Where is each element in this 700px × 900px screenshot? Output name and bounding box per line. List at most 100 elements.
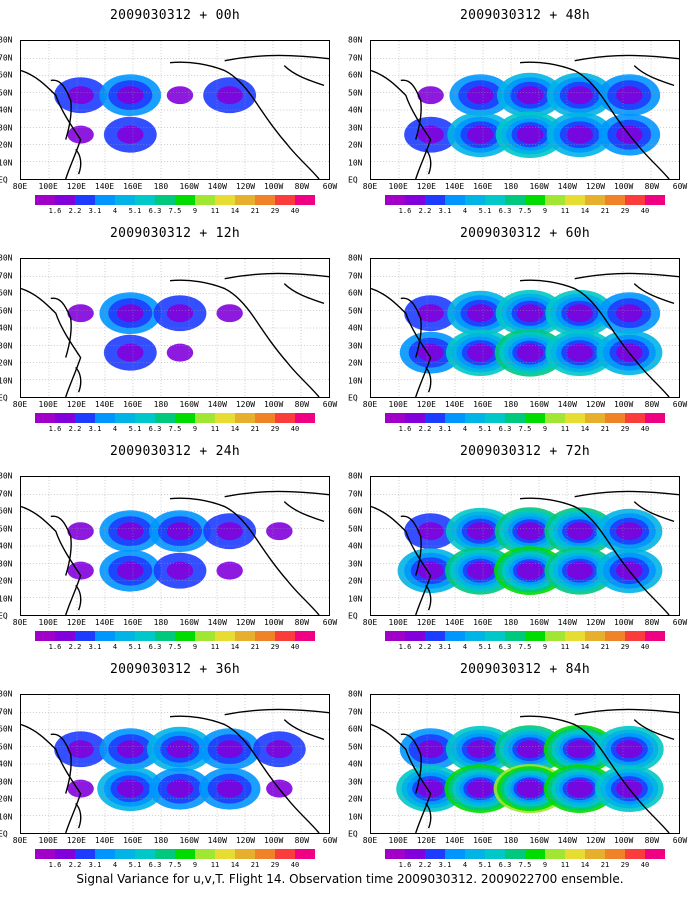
longitude-label: 100W bbox=[263, 182, 284, 191]
colorbar-label: 9 bbox=[192, 425, 198, 433]
longitude-labels: 80E 100E 120E 140E 160E 180 160W 140W 120W 100W 80… bbox=[363, 836, 687, 846]
latitude-label: 10N bbox=[348, 594, 363, 603]
colorbar-label: 29 bbox=[620, 643, 630, 651]
colorbar-label: 6.3 bbox=[498, 425, 512, 433]
colorbar-label: 4 bbox=[462, 207, 468, 215]
colorbar-labels: 1.6 2.2 3.1 4 5.1 6.3 7.5 9 11 14 21 29 40 bbox=[385, 861, 665, 870]
colorbar-labels: 1.6 2.2 3.1 4 5.1 6.3 7.5 9 11 14 21 29 40 bbox=[385, 425, 665, 434]
latitude-label: 60N bbox=[348, 70, 363, 80]
coastline bbox=[169, 279, 320, 397]
longitude-label: 140E bbox=[444, 182, 465, 191]
longitude-label: 100E bbox=[38, 182, 58, 191]
colorbar-label: 5.1 bbox=[478, 207, 492, 215]
colorbar-swatch bbox=[115, 849, 135, 859]
colorbar-label: 14 bbox=[230, 207, 240, 215]
latitude-label: 30N bbox=[348, 123, 363, 132]
longitude-label: 120W bbox=[235, 182, 256, 191]
panel-title: 2009030312 + 60h bbox=[459, 226, 591, 241]
panel-title: 2009030312 + 36h bbox=[109, 662, 241, 677]
colorbar-label: 3.1 bbox=[438, 207, 452, 215]
latitude-label: 40N bbox=[0, 323, 13, 333]
longitude-label: 120W bbox=[585, 618, 606, 627]
latitude-label: EQ bbox=[348, 611, 358, 621]
longitude-label: 80W bbox=[294, 182, 310, 191]
latitude-labels: 80N 70N 60N 50N 40N 30N 20N 10N EQ bbox=[348, 36, 370, 185]
colorbar-swatch bbox=[255, 413, 275, 423]
colorbar bbox=[385, 631, 665, 641]
longitude-label: 160E bbox=[123, 618, 143, 627]
colorbar-swatch bbox=[255, 849, 275, 859]
colorbar-label: 11 bbox=[210, 861, 220, 869]
panel-title: 2009030312 + 12h bbox=[109, 226, 241, 241]
colorbar-swatch bbox=[295, 631, 315, 641]
latitude-label: 10N bbox=[348, 376, 363, 385]
longitude-label: 60W bbox=[322, 836, 338, 845]
variance-contour bbox=[467, 779, 494, 798]
colorbar bbox=[385, 195, 665, 205]
latitude-label: 60N bbox=[348, 288, 363, 298]
latitude-label: 70N bbox=[0, 707, 13, 716]
colorbar-swatch bbox=[425, 849, 445, 859]
coastline bbox=[224, 490, 329, 498]
colorbar-swatch bbox=[175, 849, 195, 859]
variance-contour bbox=[216, 86, 243, 105]
longitude-label: 100W bbox=[613, 400, 634, 409]
colorbar-swatch bbox=[135, 849, 155, 859]
latitude-label: 20N bbox=[0, 140, 13, 150]
colorbar-swatch bbox=[385, 195, 405, 205]
variance-contour bbox=[67, 86, 94, 105]
colorbar-swatch bbox=[115, 631, 135, 641]
colorbar-swatch bbox=[645, 631, 665, 641]
coastline bbox=[283, 719, 325, 741]
longitude-label: 100E bbox=[388, 836, 408, 845]
colorbar-swatch bbox=[195, 413, 215, 423]
longitude-label: 100E bbox=[388, 182, 408, 191]
longitude-labels: 80E 100E 120E 140E 160E 180 160W 140W 120W 100W 80… bbox=[363, 400, 687, 410]
longitude-label: 100E bbox=[388, 400, 408, 409]
colorbar-label: 3.1 bbox=[88, 861, 102, 869]
longitude-label: 120E bbox=[416, 618, 436, 627]
longitude-label: 80E bbox=[362, 618, 378, 627]
colorbar-swatch bbox=[445, 631, 465, 641]
colorbar-label: 2.2 bbox=[68, 861, 82, 869]
longitude-label: 160W bbox=[529, 400, 549, 409]
longitude-label: 80W bbox=[644, 182, 660, 191]
latitude-label: 30N bbox=[0, 123, 13, 132]
longitude-label: 160E bbox=[123, 400, 143, 409]
variance-contour bbox=[67, 522, 94, 541]
latitude-label: 70N bbox=[0, 271, 13, 280]
longitude-label: 180 bbox=[503, 836, 519, 845]
variance-contour bbox=[117, 561, 144, 580]
latitude-label: 70N bbox=[348, 271, 363, 280]
colorbar-label: 29 bbox=[270, 643, 280, 651]
map-svg bbox=[371, 41, 679, 179]
longitude-label: 60W bbox=[322, 182, 338, 191]
map-plot bbox=[370, 40, 680, 180]
colorbar-label: 1.6 bbox=[398, 861, 412, 869]
longitude-label: 160W bbox=[529, 836, 549, 845]
latitude-label: 20N bbox=[0, 358, 13, 368]
latitude-label: 40N bbox=[348, 759, 363, 769]
latitude-label: 60N bbox=[0, 724, 13, 734]
longitude-labels: 80E 100E 120E 140E 160E 180 160W 140W 120W 100W 80… bbox=[363, 618, 687, 628]
latitude-label: 80N bbox=[0, 253, 13, 263]
variance-contour bbox=[216, 304, 243, 323]
colorbar-label: 1.6 bbox=[48, 425, 62, 433]
colorbar-swatch bbox=[95, 631, 115, 641]
colorbar-swatch bbox=[465, 413, 485, 423]
coastline bbox=[21, 69, 82, 179]
longitude-label: 80E bbox=[362, 836, 378, 845]
longitude-label: 160E bbox=[473, 618, 493, 627]
colorbar-label: 9 bbox=[542, 861, 548, 869]
colorbar-swatch bbox=[405, 195, 425, 205]
colorbar-swatch bbox=[155, 195, 175, 205]
colorbar-swatch bbox=[405, 631, 425, 641]
longitude-label: 140E bbox=[94, 618, 115, 627]
colorbar-label: 9 bbox=[192, 207, 198, 215]
colorbar-label: 5.1 bbox=[128, 643, 142, 651]
variance-contour bbox=[67, 740, 94, 759]
colorbar-label: 40 bbox=[290, 643, 300, 651]
colorbar-label: 2.2 bbox=[68, 643, 82, 651]
colorbar-swatch bbox=[195, 631, 215, 641]
latitude-label: 50N bbox=[348, 88, 363, 97]
